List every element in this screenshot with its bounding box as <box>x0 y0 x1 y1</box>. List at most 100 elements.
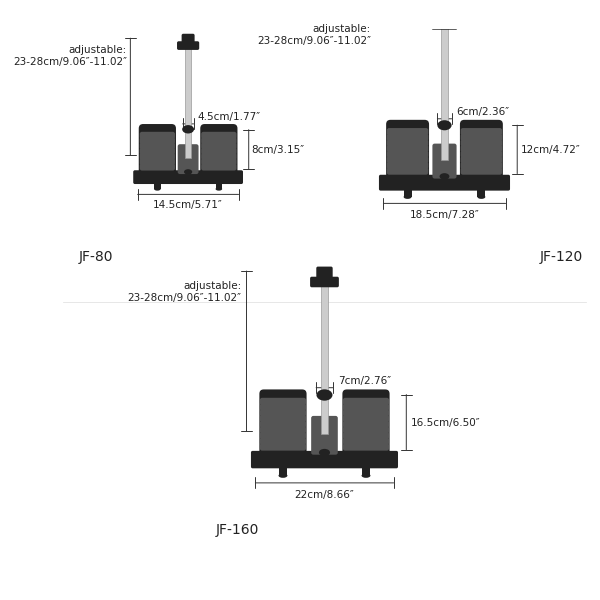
Bar <box>404 189 412 197</box>
FancyBboxPatch shape <box>461 145 502 152</box>
FancyBboxPatch shape <box>387 151 428 158</box>
FancyBboxPatch shape <box>140 153 175 160</box>
FancyBboxPatch shape <box>259 389 307 457</box>
FancyBboxPatch shape <box>461 161 502 169</box>
FancyBboxPatch shape <box>260 403 306 411</box>
FancyBboxPatch shape <box>260 437 306 445</box>
Ellipse shape <box>404 195 412 199</box>
FancyBboxPatch shape <box>387 128 428 136</box>
FancyBboxPatch shape <box>260 409 306 416</box>
FancyBboxPatch shape <box>260 421 306 428</box>
FancyBboxPatch shape <box>201 137 236 144</box>
FancyBboxPatch shape <box>461 139 502 146</box>
FancyBboxPatch shape <box>200 124 238 176</box>
FancyBboxPatch shape <box>177 41 199 50</box>
Text: 4.5cm/1.77″: 4.5cm/1.77″ <box>198 112 261 122</box>
Ellipse shape <box>362 473 370 478</box>
Ellipse shape <box>440 173 449 179</box>
FancyBboxPatch shape <box>379 175 510 191</box>
FancyBboxPatch shape <box>201 148 236 155</box>
Bar <box>185 43 191 158</box>
FancyBboxPatch shape <box>316 266 332 280</box>
FancyBboxPatch shape <box>140 158 175 165</box>
Text: 12cm/4.72″: 12cm/4.72″ <box>521 145 581 155</box>
Text: 22cm/8.66″: 22cm/8.66″ <box>295 490 355 500</box>
Text: adjustable:
23-28cm/9.06″-11.02″: adjustable: 23-28cm/9.06″-11.02″ <box>13 45 127 67</box>
FancyBboxPatch shape <box>343 389 389 457</box>
FancyBboxPatch shape <box>387 134 428 141</box>
Bar <box>321 278 328 434</box>
FancyBboxPatch shape <box>140 132 175 139</box>
Text: adjustable:
23-28cm/9.06″-11.02″: adjustable: 23-28cm/9.06″-11.02″ <box>257 25 371 46</box>
Ellipse shape <box>154 187 161 191</box>
FancyBboxPatch shape <box>386 120 429 181</box>
Text: 8cm/3.15″: 8cm/3.15″ <box>252 145 305 155</box>
Ellipse shape <box>319 449 330 456</box>
Text: 14.5cm/5.71″: 14.5cm/5.71″ <box>153 200 223 210</box>
Text: 16.5cm/6.50″: 16.5cm/6.50″ <box>410 418 480 428</box>
FancyBboxPatch shape <box>343 415 389 422</box>
FancyBboxPatch shape <box>140 142 175 149</box>
FancyBboxPatch shape <box>437 11 452 23</box>
FancyBboxPatch shape <box>182 34 194 44</box>
FancyBboxPatch shape <box>343 426 389 434</box>
Bar <box>215 182 222 189</box>
Text: JF-80: JF-80 <box>79 250 113 265</box>
FancyBboxPatch shape <box>260 432 306 439</box>
Ellipse shape <box>184 169 192 175</box>
FancyBboxPatch shape <box>201 163 236 170</box>
FancyBboxPatch shape <box>251 451 398 469</box>
Text: JF-160: JF-160 <box>215 523 259 537</box>
FancyBboxPatch shape <box>460 120 503 181</box>
FancyBboxPatch shape <box>343 421 389 428</box>
Bar <box>362 467 370 476</box>
FancyBboxPatch shape <box>201 158 236 165</box>
FancyBboxPatch shape <box>461 156 502 163</box>
Ellipse shape <box>437 120 452 130</box>
FancyBboxPatch shape <box>260 398 306 405</box>
Ellipse shape <box>316 389 332 401</box>
FancyBboxPatch shape <box>140 148 175 155</box>
FancyBboxPatch shape <box>461 167 502 175</box>
Bar <box>478 189 485 197</box>
FancyBboxPatch shape <box>461 134 502 141</box>
FancyBboxPatch shape <box>461 128 502 136</box>
FancyBboxPatch shape <box>431 20 457 30</box>
FancyBboxPatch shape <box>201 132 236 139</box>
FancyBboxPatch shape <box>433 143 457 179</box>
Text: 7cm/2.76″: 7cm/2.76″ <box>338 376 391 386</box>
FancyBboxPatch shape <box>201 142 236 149</box>
FancyBboxPatch shape <box>310 277 339 287</box>
Bar <box>441 22 448 160</box>
FancyBboxPatch shape <box>387 161 428 169</box>
FancyBboxPatch shape <box>387 145 428 152</box>
Text: adjustable:
23-28cm/9.06″-11.02″: adjustable: 23-28cm/9.06″-11.02″ <box>128 281 242 303</box>
FancyBboxPatch shape <box>139 124 176 176</box>
Text: 18.5cm/7.28″: 18.5cm/7.28″ <box>410 210 479 220</box>
Text: 6cm/2.36″: 6cm/2.36″ <box>456 107 509 117</box>
Ellipse shape <box>478 195 485 199</box>
FancyBboxPatch shape <box>387 167 428 175</box>
Bar <box>278 467 287 476</box>
FancyBboxPatch shape <box>461 151 502 158</box>
Bar <box>154 182 161 189</box>
FancyBboxPatch shape <box>178 144 199 174</box>
FancyBboxPatch shape <box>201 153 236 160</box>
FancyBboxPatch shape <box>343 409 389 416</box>
Ellipse shape <box>215 187 222 191</box>
FancyBboxPatch shape <box>343 403 389 411</box>
FancyBboxPatch shape <box>260 426 306 434</box>
FancyBboxPatch shape <box>343 437 389 445</box>
Text: JF-120: JF-120 <box>540 250 583 265</box>
FancyBboxPatch shape <box>260 415 306 422</box>
FancyBboxPatch shape <box>260 443 306 451</box>
FancyBboxPatch shape <box>140 137 175 144</box>
FancyBboxPatch shape <box>387 139 428 146</box>
FancyBboxPatch shape <box>140 163 175 170</box>
FancyBboxPatch shape <box>343 398 389 405</box>
FancyBboxPatch shape <box>311 416 338 455</box>
FancyBboxPatch shape <box>387 156 428 163</box>
Ellipse shape <box>182 125 194 133</box>
Ellipse shape <box>278 473 287 478</box>
FancyBboxPatch shape <box>343 443 389 451</box>
